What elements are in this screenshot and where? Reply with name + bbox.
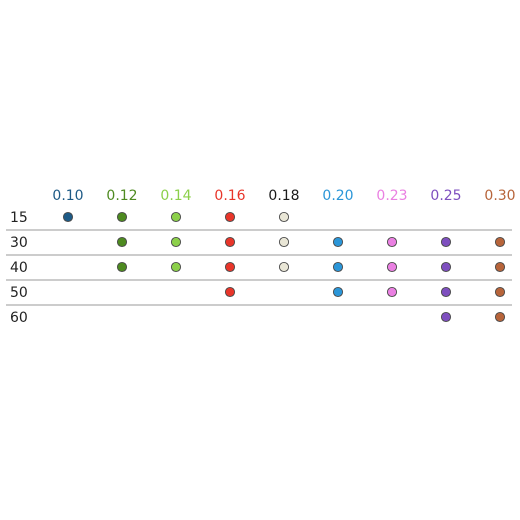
dot-30-0-12 [116, 236, 128, 248]
dot-50-0-25 [440, 286, 452, 298]
column-label: 0.23 [376, 188, 407, 204]
column-labels: 0.10 0.12 0.14 0.16 0.18 0.20 0.23 0.25 0.30 [52, 188, 515, 204]
dot-60-0-30 [494, 311, 506, 323]
column-label: 0.18 [268, 188, 299, 204]
column-label: 0.20 [322, 188, 353, 204]
dot-30-0-20 [332, 236, 344, 248]
row-label: 50 [10, 285, 28, 301]
dot-30-0-25 [440, 236, 452, 248]
dot-40-0-30 [494, 261, 506, 273]
dot-50-0-30 [494, 286, 506, 298]
column-label: 0.12 [106, 188, 137, 204]
column-label: 0.30 [484, 188, 515, 204]
dot-30-0-30 [494, 236, 506, 248]
dot-40-0-12 [116, 261, 128, 273]
column-label: 0.14 [160, 188, 191, 204]
row-labels: 15 30 40 50 60 [10, 210, 28, 326]
dot-30-0-16 [224, 236, 236, 248]
dot-15-0-16 [224, 211, 236, 223]
row-label: 40 [10, 260, 28, 276]
column-label: 0.25 [430, 188, 461, 204]
row-label: 15 [10, 210, 28, 226]
dot-40-0-25 [440, 261, 452, 273]
dot-60-0-25 [440, 311, 452, 323]
dot-40-0-16 [224, 261, 236, 273]
dots [62, 211, 506, 323]
dot-15-0-12 [116, 211, 128, 223]
dot-30-0-23 [386, 236, 398, 248]
dot-40-0-23 [386, 261, 398, 273]
dot-15-0-14 [170, 211, 182, 223]
dot-50-0-23 [386, 286, 398, 298]
column-label: 0.16 [214, 188, 245, 204]
dot-15-0-10 [62, 211, 74, 223]
dot-30-0-18 [278, 236, 290, 248]
dot-40-0-20 [332, 261, 344, 273]
dot-50-0-20 [332, 286, 344, 298]
dot-15-0-18 [278, 211, 290, 223]
dot-50-0-16 [224, 286, 236, 298]
row-label: 60 [10, 310, 28, 326]
column-label: 0.10 [52, 188, 83, 204]
row-label: 30 [10, 235, 28, 251]
dot-30-0-14 [170, 236, 182, 248]
row-dividers [6, 229, 512, 306]
dot-40-0-14 [170, 261, 182, 273]
dot-40-0-18 [278, 261, 290, 273]
